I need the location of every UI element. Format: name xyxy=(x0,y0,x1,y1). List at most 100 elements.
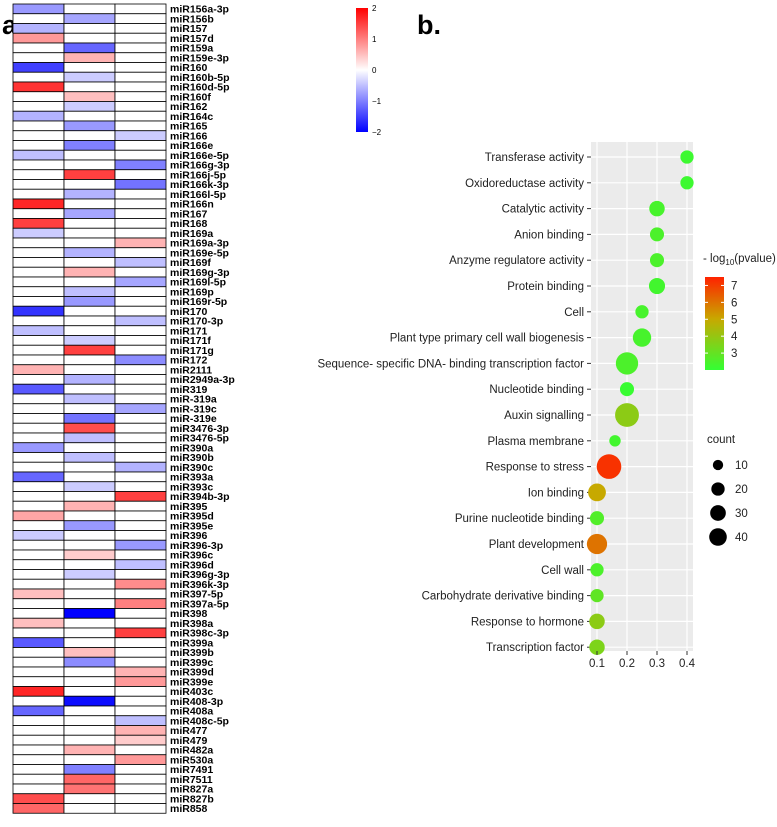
heatmap-cell xyxy=(114,13,167,24)
heatmap-cell xyxy=(12,539,65,551)
row-label: miR165 xyxy=(170,121,208,133)
heatmap-cell xyxy=(114,481,167,492)
heatmap-cell xyxy=(63,403,116,414)
heatmap-cell xyxy=(63,42,116,54)
x-tick-label: 0.2 xyxy=(619,658,635,670)
heatmap-cell xyxy=(114,666,167,678)
row-label: miR160b-5p xyxy=(170,72,230,84)
heatmap-cell xyxy=(114,110,167,122)
color-bar-tick-label: −1 xyxy=(372,97,382,106)
heatmap-cell xyxy=(12,442,65,453)
heatmap-cell xyxy=(114,569,167,580)
heatmap-cell xyxy=(63,530,116,541)
heatmap-cell xyxy=(12,305,65,317)
row-label: miR160 xyxy=(170,62,208,74)
row-label: miR156b xyxy=(170,13,214,25)
heatmap-cell xyxy=(114,413,167,424)
heatmap-cell xyxy=(12,647,65,658)
heatmap-cell xyxy=(12,110,65,122)
term-label: Transferase activity xyxy=(485,152,585,164)
pvalue-color-bar xyxy=(705,277,724,370)
heatmap-cell xyxy=(114,208,167,219)
heatmap-cell xyxy=(63,422,116,434)
heatmap-cell xyxy=(114,159,167,171)
heatmap-cell xyxy=(63,647,116,658)
heatmap-cell xyxy=(12,247,65,258)
heatmap-cell xyxy=(63,744,116,756)
color-bar-tick-label: 2 xyxy=(372,4,377,13)
heatmap-cell xyxy=(114,188,167,200)
heatmap-cell xyxy=(12,266,65,278)
heatmap-cell xyxy=(63,130,116,141)
row-label: miR166e-5p xyxy=(170,150,229,162)
heatmap-cell xyxy=(63,764,116,775)
bubble-point xyxy=(586,533,608,555)
row-label: miR168 xyxy=(170,218,208,230)
heatmap-cell xyxy=(114,71,167,83)
row-label: miR3476-3p xyxy=(170,423,229,435)
row-label: miR166g-3p xyxy=(170,160,230,172)
row-label: miR166k-3p xyxy=(170,179,229,191)
heatmap-cell xyxy=(12,237,65,249)
row-label: miR390b xyxy=(170,452,214,464)
heatmap-cell xyxy=(12,81,65,93)
heatmap-cell xyxy=(12,578,65,590)
row-label: miR397-5p xyxy=(170,589,223,601)
bubble-point xyxy=(588,483,606,502)
heatmap-cell xyxy=(12,520,65,531)
size-legend-label: 20 xyxy=(735,484,748,496)
color-bar xyxy=(356,8,368,132)
row-label: miR169p xyxy=(170,286,214,298)
heatmap-cell xyxy=(63,120,116,132)
row-label: miR408c-5p xyxy=(170,715,229,727)
heatmap-color-legend: 2 1 0 −1 −2 xyxy=(356,4,382,137)
heatmap-cell xyxy=(63,305,116,317)
bubble-point xyxy=(680,176,694,190)
heatmap-cell xyxy=(63,335,116,346)
term-label: Plant type primary cell wall biogenesis xyxy=(390,333,585,345)
heatmap-cell xyxy=(12,510,65,522)
row-label: miR159e-3p xyxy=(170,52,229,64)
heatmap-cell xyxy=(63,510,116,522)
bubble-point xyxy=(649,253,665,268)
term-label: Sequence- specific DNA- binding transcri… xyxy=(317,358,584,370)
heatmap-cell xyxy=(114,140,167,151)
heatmap-cell xyxy=(114,734,167,746)
heatmap-cell xyxy=(12,188,65,200)
term-label: Purine nucleotide binding xyxy=(455,513,584,525)
heatmap-cell xyxy=(114,354,167,366)
row-label: miR166j-5p xyxy=(170,169,226,181)
heatmap-cell xyxy=(12,364,65,375)
heatmap-cell xyxy=(12,149,65,161)
heatmap-cell xyxy=(12,559,65,570)
heatmap-cell xyxy=(114,461,167,473)
row-label: miR169a xyxy=(170,228,213,240)
x-tick-label: 0.1 xyxy=(589,658,605,670)
size-legend-circle xyxy=(711,482,725,496)
heatmap-cell xyxy=(114,793,167,804)
heatmap-cell xyxy=(12,325,65,336)
bubble-point xyxy=(619,382,635,397)
heatmap-cell xyxy=(114,344,167,356)
heatmap-cell xyxy=(63,695,116,707)
heatmap-cell xyxy=(114,130,167,141)
heatmap-cell xyxy=(63,23,116,34)
row-label: miR393c xyxy=(170,481,213,493)
row-label: miR2949a-3p xyxy=(170,374,235,386)
row-label: miR-319a xyxy=(170,394,217,406)
heatmap-cell xyxy=(63,354,116,366)
heatmap-cell xyxy=(114,247,167,258)
heatmap-cell xyxy=(63,62,116,73)
heatmap-cell xyxy=(12,354,65,366)
heatmap-cell xyxy=(12,676,65,687)
heatmap-cell xyxy=(63,266,116,278)
heatmap-cell xyxy=(12,471,65,483)
row-label: miR482a xyxy=(170,745,213,757)
heatmap-cell xyxy=(63,218,116,229)
heatmap-cell xyxy=(63,374,116,385)
heatmap-cell xyxy=(114,647,167,658)
heatmap-cell xyxy=(63,734,116,746)
heatmap-cell xyxy=(12,71,65,83)
heatmap-cell xyxy=(114,179,167,190)
size-legend-circle xyxy=(710,505,726,521)
